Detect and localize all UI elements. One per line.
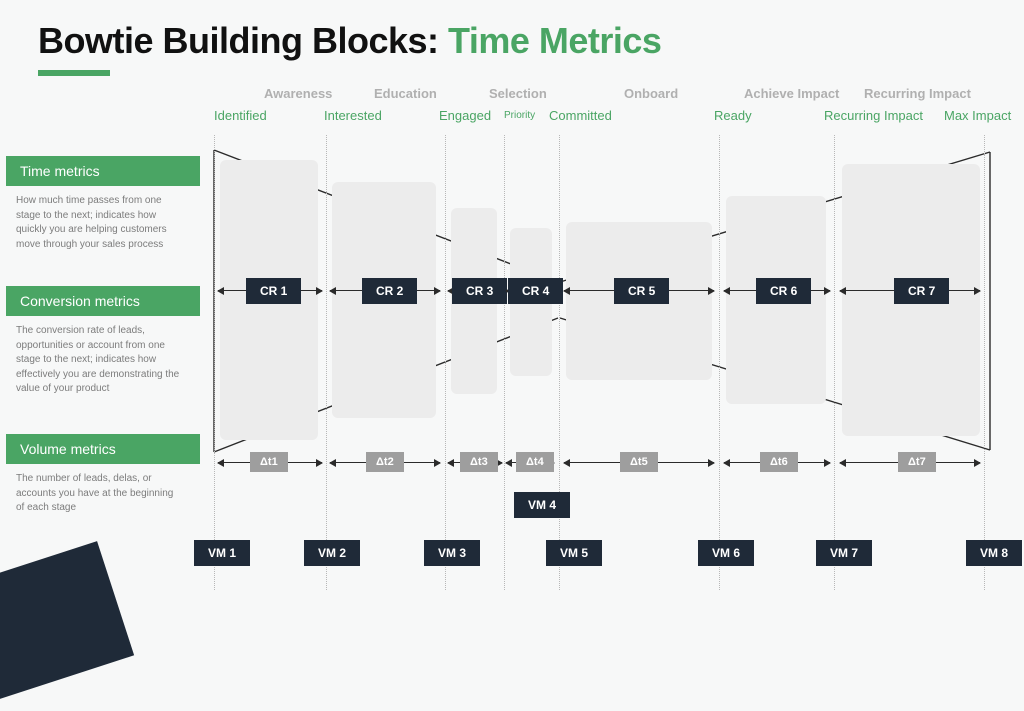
volume-metric-box: VM 3 xyxy=(424,540,480,566)
metric-description: How much time passes from one stage to t… xyxy=(6,186,186,252)
metric-group: Conversion metricsThe conversion rate of… xyxy=(6,286,200,397)
delta-t-box: Δt5 xyxy=(620,452,658,472)
corner-decoration xyxy=(0,541,134,711)
volume-metric-box: VM 1 xyxy=(194,540,250,566)
title-block: Bowtie Building Blocks: Time Metrics xyxy=(0,0,1024,76)
stage-sub-label: Engaged xyxy=(439,108,491,123)
stage-labels-row: Awareness Education Selection Onboard Achiev… xyxy=(204,86,1004,134)
guide-line xyxy=(559,135,560,590)
volume-metric-box: VM 2 xyxy=(304,540,360,566)
guide-line xyxy=(326,135,327,590)
page-title: Bowtie Building Blocks: Time Metrics xyxy=(38,20,1024,62)
title-prefix: Bowtie Building Blocks: xyxy=(38,20,448,61)
stage-phase-label: Onboard xyxy=(624,86,678,101)
stage-sub-label: Priority xyxy=(504,110,535,121)
guide-line xyxy=(214,135,215,590)
conversion-rate-box: CR 7 xyxy=(894,278,949,304)
volume-metric-box: VM 8 xyxy=(966,540,1022,566)
delta-t-box: Δt4 xyxy=(516,452,554,472)
title-underline xyxy=(38,70,110,76)
volume-metric-box: VM 7 xyxy=(816,540,872,566)
guide-line xyxy=(719,135,720,590)
guide-line xyxy=(445,135,446,590)
metric-title: Volume metrics xyxy=(6,434,200,464)
volume-metric-box: VM 6 xyxy=(698,540,754,566)
delta-t-box: Δt3 xyxy=(460,452,498,472)
title-highlight: Time Metrics xyxy=(448,20,661,61)
stage-sub-label: Ready xyxy=(714,108,752,123)
conversion-rate-box: CR 4 xyxy=(508,278,563,304)
bowtie-diagram: CR 1 CR 2 CR 3CR 4 CR 5 CR 6 CR 7 Δt1 Δt2 Δt3 Δt4… xyxy=(204,140,1004,470)
stage-sub-label: Recurring Impact xyxy=(824,108,923,123)
volume-metric-box: VM 5 xyxy=(546,540,602,566)
stage-phase-label: Achieve Impact xyxy=(744,86,839,101)
stage-phase-label: Education xyxy=(374,86,437,101)
delta-t-box: Δt1 xyxy=(250,452,288,472)
metric-group: Time metricsHow much time passes from on… xyxy=(6,156,200,252)
conversion-rate-box: CR 6 xyxy=(756,278,811,304)
stage-sub-label: Max Impact xyxy=(944,108,1011,123)
metric-description: The number of leads, delas, or accounts … xyxy=(6,464,186,516)
delta-t-box: Δt7 xyxy=(898,452,936,472)
conversion-rate-box: CR 5 xyxy=(614,278,669,304)
metric-title: Conversion metrics xyxy=(6,286,200,316)
vm4-box: VM 4 xyxy=(514,492,570,518)
conversion-rate-box: CR 1 xyxy=(246,278,301,304)
guide-line xyxy=(984,135,985,590)
stage-sub-label: Committed xyxy=(549,108,612,123)
stage-phase-label: Awareness xyxy=(264,86,332,101)
delta-t-box: Δt2 xyxy=(366,452,404,472)
stage-phase-label: Recurring Impact xyxy=(864,86,971,101)
stage-phase-label: Selection xyxy=(489,86,547,101)
metric-description: The conversion rate of leads, opportunit… xyxy=(6,316,186,397)
conversion-rate-box: CR 3 xyxy=(452,278,507,304)
metric-title: Time metrics xyxy=(6,156,200,186)
stage-sub-label: Identified xyxy=(214,108,267,123)
guide-line xyxy=(504,135,505,590)
guide-line xyxy=(834,135,835,590)
delta-t-box: Δt6 xyxy=(760,452,798,472)
metric-group: Volume metricsThe number of leads, delas… xyxy=(6,434,200,516)
conversion-rate-box: CR 2 xyxy=(362,278,417,304)
stage-sub-label: Interested xyxy=(324,108,382,123)
